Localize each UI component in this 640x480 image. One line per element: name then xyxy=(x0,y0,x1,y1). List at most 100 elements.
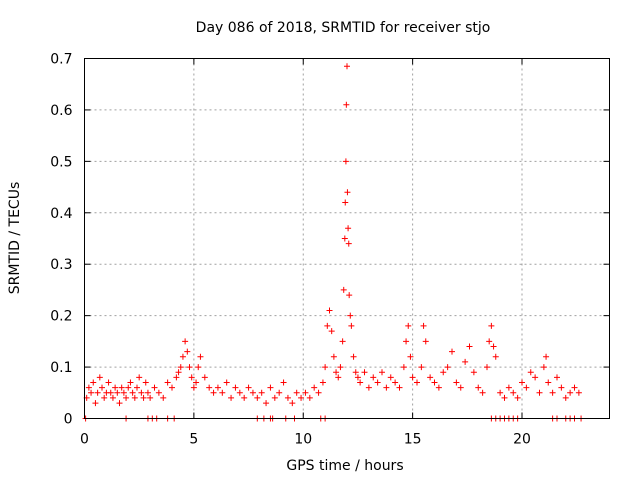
data-point xyxy=(190,384,197,391)
data-point xyxy=(575,389,582,396)
x-tick-label: 5 xyxy=(189,432,198,448)
data-point xyxy=(374,379,381,386)
data-point xyxy=(357,379,364,386)
data-point xyxy=(280,379,287,386)
data-point xyxy=(109,394,116,401)
data-point xyxy=(462,358,469,365)
data-point xyxy=(505,384,512,391)
data-point xyxy=(245,384,252,391)
data-point xyxy=(361,369,368,376)
data-point xyxy=(420,322,427,329)
data-point xyxy=(348,322,355,329)
data-point xyxy=(101,394,108,401)
data-point xyxy=(536,389,543,396)
data-point xyxy=(99,384,105,391)
data-point xyxy=(409,374,416,381)
y-tick-label: 0.1 xyxy=(50,360,72,376)
data-point xyxy=(134,384,140,391)
data-point xyxy=(354,374,361,381)
tick-labels: 0 5 10 15 20 0 0.1 0.2 0.3 0.4 0.5 0.6 0.7 xyxy=(50,52,531,448)
data-point xyxy=(85,384,92,391)
y-tick-label: 0.3 xyxy=(50,257,72,273)
data-point xyxy=(383,384,390,391)
data-point xyxy=(435,384,442,391)
data-point xyxy=(186,364,193,371)
plot-frame xyxy=(84,58,610,419)
data-point xyxy=(118,384,125,391)
y-tick-label: 0 xyxy=(64,412,73,428)
axis-ticks xyxy=(84,58,610,419)
data-point xyxy=(232,384,239,391)
data-point xyxy=(182,338,189,345)
data-point xyxy=(427,374,434,381)
data-point xyxy=(169,384,175,391)
data-point xyxy=(431,379,438,386)
data-point xyxy=(151,384,158,391)
data-point xyxy=(179,353,186,360)
data-point xyxy=(236,389,243,396)
data-point xyxy=(345,225,352,232)
data-point xyxy=(510,389,517,396)
data-point xyxy=(129,389,136,396)
data-point xyxy=(112,384,119,391)
data-point xyxy=(138,389,145,396)
data-point xyxy=(322,364,329,371)
data-point xyxy=(519,379,525,386)
data-point xyxy=(249,389,256,396)
data-point xyxy=(400,364,407,371)
data-point xyxy=(466,343,473,350)
data-point xyxy=(201,374,208,381)
data-point xyxy=(344,189,351,196)
data-point xyxy=(345,240,352,247)
data-point xyxy=(337,364,344,371)
y-tick-label: 0.5 xyxy=(50,154,72,170)
data-point xyxy=(405,322,412,329)
data-point xyxy=(90,379,97,386)
x-tick-label: 20 xyxy=(513,432,531,448)
data-point xyxy=(328,328,335,335)
y-tick-label: 0.6 xyxy=(50,103,72,119)
data-point xyxy=(347,312,354,319)
y-axis-label: SRMTID / TECUs xyxy=(7,182,23,295)
data-point xyxy=(497,389,504,396)
data-point xyxy=(479,389,486,396)
data-points xyxy=(82,63,585,422)
data-point xyxy=(484,364,490,371)
data-point xyxy=(444,364,451,371)
data-point xyxy=(107,389,114,396)
data-point xyxy=(514,394,521,401)
data-point xyxy=(418,364,425,371)
data-point xyxy=(306,394,313,401)
data-point xyxy=(94,389,101,396)
data-point xyxy=(298,394,305,401)
data-point xyxy=(136,374,143,381)
data-point xyxy=(501,394,508,401)
data-point xyxy=(105,379,112,386)
data-point xyxy=(284,394,291,401)
data-point xyxy=(341,235,348,242)
data-point xyxy=(440,369,447,376)
data-point xyxy=(540,364,547,371)
data-point xyxy=(392,379,399,386)
data-point xyxy=(147,394,154,401)
data-point xyxy=(116,400,123,407)
data-point xyxy=(293,389,300,396)
data-point xyxy=(127,379,134,386)
data-point xyxy=(96,374,103,381)
data-point xyxy=(523,384,530,391)
data-point xyxy=(562,394,569,401)
data-point xyxy=(254,394,261,401)
data-point xyxy=(339,338,346,345)
data-point xyxy=(173,374,180,381)
data-point xyxy=(120,389,127,396)
data-point xyxy=(488,322,495,329)
data-point xyxy=(387,374,394,381)
data-point xyxy=(554,374,560,381)
data-point xyxy=(276,389,283,396)
data-point xyxy=(492,353,499,360)
data-point xyxy=(449,348,455,355)
data-point xyxy=(343,101,350,108)
data-point xyxy=(453,379,460,386)
data-point xyxy=(549,389,556,396)
